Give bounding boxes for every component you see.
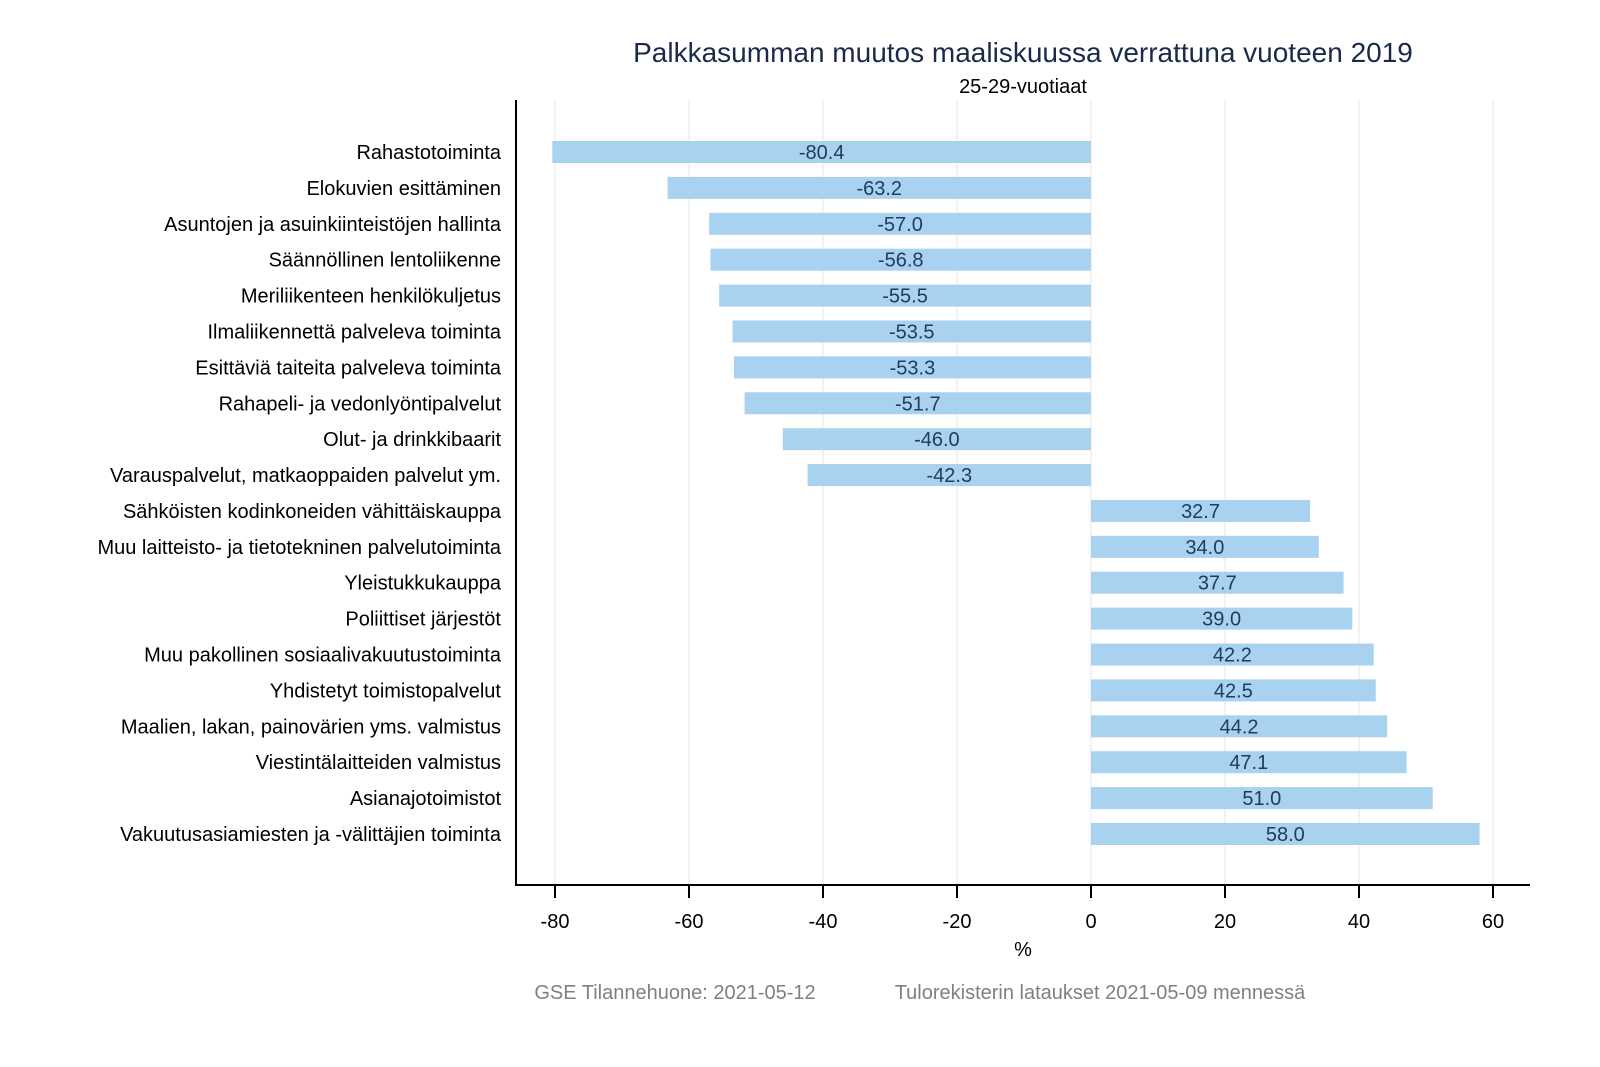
x-tick-label: -20 bbox=[943, 911, 972, 933]
category-label: Viestintälaitteiden valmistus bbox=[256, 752, 501, 774]
bar bbox=[744, 392, 1091, 415]
value-label: -46.0 bbox=[914, 429, 960, 451]
x-tick-label: -40 bbox=[809, 911, 838, 933]
bar bbox=[782, 428, 1091, 451]
bar bbox=[1091, 607, 1353, 630]
bar bbox=[1091, 643, 1374, 666]
category-label: Vakuutusasiamiesten ja -välittäjien toim… bbox=[120, 824, 502, 846]
bar bbox=[719, 284, 1091, 307]
category-label: Ilmaliikennettä palveleva toiminta bbox=[208, 321, 502, 343]
value-label: 42.5 bbox=[1214, 680, 1253, 702]
value-label: 37.7 bbox=[1198, 573, 1237, 595]
chart-title: Palkkasumman muutos maaliskuussa verratt… bbox=[633, 37, 1413, 68]
value-label: -63.2 bbox=[856, 178, 902, 200]
category-label: Maalien, lakan, painovärien yms. valmist… bbox=[121, 716, 501, 738]
bars bbox=[552, 141, 1480, 845]
bar bbox=[732, 320, 1091, 343]
category-label: Elokuvien esittäminen bbox=[306, 178, 501, 200]
chart-subtitle: 25-29-vuotiaat bbox=[959, 76, 1087, 98]
category-label: Asianajotoimistot bbox=[350, 788, 502, 810]
bar bbox=[1091, 751, 1407, 774]
value-label: 51.0 bbox=[1242, 788, 1281, 810]
category-label: Yleistukkukauppa bbox=[344, 573, 502, 595]
value-labels: -80.4 -63.2 -57.0 -56.8 -55.5 -53.5 -53.3 -51.7… bbox=[799, 142, 1305, 846]
category-label: Säännöllinen lentoliikenne bbox=[269, 250, 501, 272]
x-tick-label: -60 bbox=[675, 911, 704, 933]
value-label: -42.3 bbox=[926, 465, 972, 487]
bar bbox=[710, 248, 1091, 271]
value-label: 58.0 bbox=[1266, 824, 1305, 846]
bar bbox=[1091, 715, 1388, 738]
x-tick-label: 60 bbox=[1482, 911, 1504, 933]
x-tick-label: -80 bbox=[541, 911, 570, 933]
footer-note: Tulorekisterin lataukset 2021-05-09 menn… bbox=[895, 982, 1306, 1004]
value-label: -53.3 bbox=[890, 357, 936, 379]
value-label: 39.0 bbox=[1202, 609, 1241, 631]
bar bbox=[1091, 571, 1344, 594]
category-label: Rahastotoiminta bbox=[356, 142, 501, 164]
bar bbox=[1091, 679, 1376, 702]
value-label: 44.2 bbox=[1220, 716, 1259, 738]
bar bbox=[1091, 787, 1433, 810]
category-label: Asuntojen ja asuinkiinteistöjen hallinta bbox=[164, 214, 502, 236]
bar bbox=[1091, 535, 1319, 558]
footer-source: GSE Tilannehuone: 2021-05-12 bbox=[534, 982, 815, 1004]
category-label: Meriliikenteen henkilökuljetus bbox=[241, 286, 501, 308]
bar bbox=[1091, 499, 1311, 522]
x-tick-label: 40 bbox=[1348, 911, 1370, 933]
category-label: Yhdistetyt toimistopalvelut bbox=[270, 680, 502, 702]
category-labels: Rahastotoiminta Elokuvien esittäminen Asun… bbox=[97, 142, 501, 846]
bar bbox=[807, 464, 1091, 487]
value-label: -55.5 bbox=[882, 286, 928, 308]
x-tick-label: 0 bbox=[1085, 911, 1096, 933]
bar bbox=[1091, 823, 1480, 845]
bar bbox=[733, 356, 1091, 379]
value-label: 34.0 bbox=[1185, 537, 1224, 559]
value-label: -80.4 bbox=[799, 142, 845, 164]
category-label: Muu pakollinen sosiaalivakuutustoiminta bbox=[144, 645, 502, 667]
bar bbox=[667, 176, 1091, 199]
category-label: Rahapeli- ja vedonlyöntipalvelut bbox=[219, 393, 502, 415]
category-label: Esittäviä taiteita palveleva toiminta bbox=[195, 357, 502, 379]
value-label: 32.7 bbox=[1181, 501, 1220, 523]
x-axis-ticks: -80 -60 -40 -20 0 20 40 60 bbox=[541, 885, 1504, 933]
x-tick-label: 20 bbox=[1214, 911, 1236, 933]
category-label: Olut- ja drinkkibaarit bbox=[323, 429, 501, 451]
bar bbox=[552, 141, 1091, 163]
value-label: -51.7 bbox=[895, 393, 941, 415]
value-label: -57.0 bbox=[877, 214, 923, 236]
category-label: Varauspalvelut, matkaoppaiden palvelut y… bbox=[110, 465, 501, 487]
value-label: 42.2 bbox=[1213, 645, 1252, 667]
bar bbox=[709, 212, 1091, 235]
category-label: Sähköisten kodinkoneiden vähittäiskauppa bbox=[123, 501, 502, 523]
category-label: Poliittiset järjestöt bbox=[345, 609, 501, 631]
value-label: 47.1 bbox=[1229, 752, 1268, 774]
value-label: -53.5 bbox=[889, 321, 935, 343]
x-axis-label: % bbox=[1014, 939, 1032, 961]
value-label: -56.8 bbox=[878, 250, 924, 272]
category-label: Muu laitteisto- ja tietotekninen palvelu… bbox=[97, 537, 501, 559]
